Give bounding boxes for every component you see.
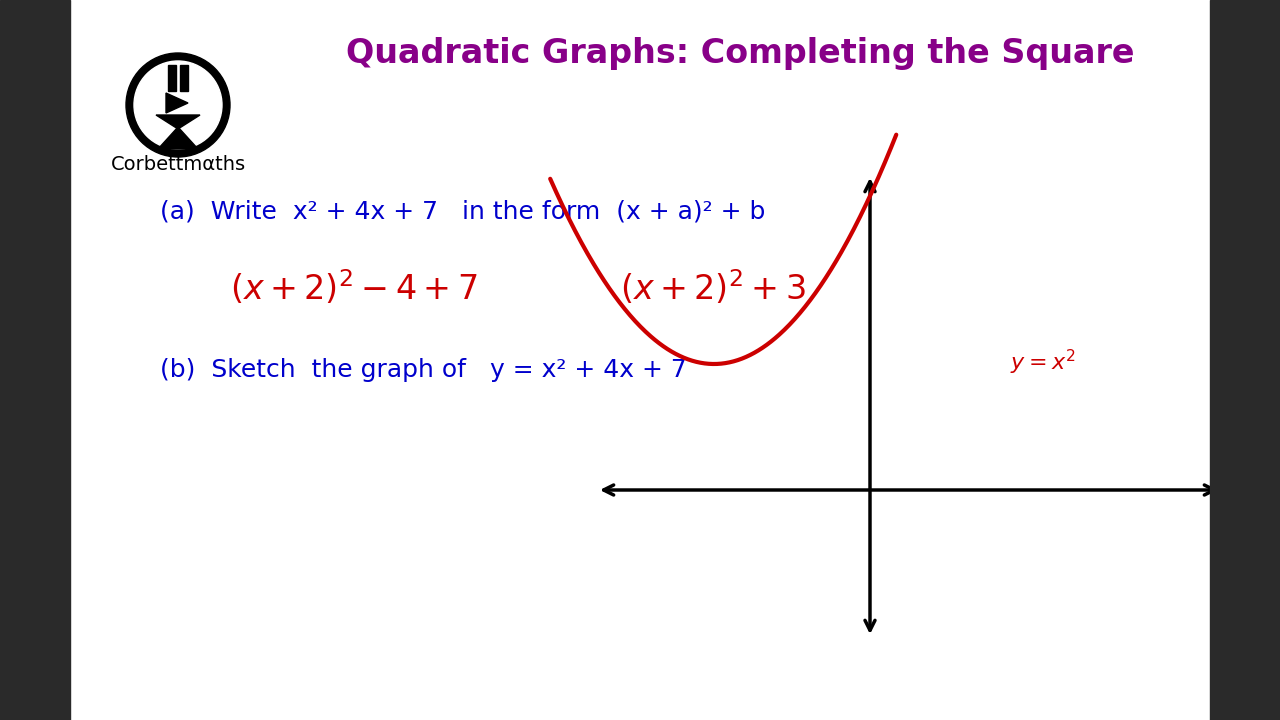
Bar	[0, 0, 70, 720]
Text: (a)  Write  x² + 4x + 7   in the form  (x + a)² + b: (a) Write x² + 4x + 7 in the form (x + a…	[160, 200, 765, 224]
Text: Corbettmαths: Corbettmαths	[110, 156, 246, 174]
Circle shape	[125, 53, 230, 157]
Bar	[180, 65, 188, 91]
Text: $(x+2)^2 - 4 + 7$: $(x+2)^2 - 4 + 7$	[230, 269, 477, 307]
Text: $y = x^2$: $y = x^2$	[1010, 347, 1075, 377]
Polygon shape	[166, 93, 188, 113]
Polygon shape	[157, 127, 198, 149]
Circle shape	[134, 61, 221, 149]
Bar	[168, 65, 177, 91]
Text: Quadratic Graphs: Completing the Square: Quadratic Graphs: Completing the Square	[346, 37, 1134, 71]
Text: (b)  Sketch  the graph of   y = x² + 4x + 7: (b) Sketch the graph of y = x² + 4x + 7	[160, 358, 687, 382]
Polygon shape	[156, 115, 200, 129]
Text: $(x+2)^2 + 3$: $(x+2)^2 + 3$	[620, 269, 805, 307]
Bar	[1210, 0, 1280, 720]
